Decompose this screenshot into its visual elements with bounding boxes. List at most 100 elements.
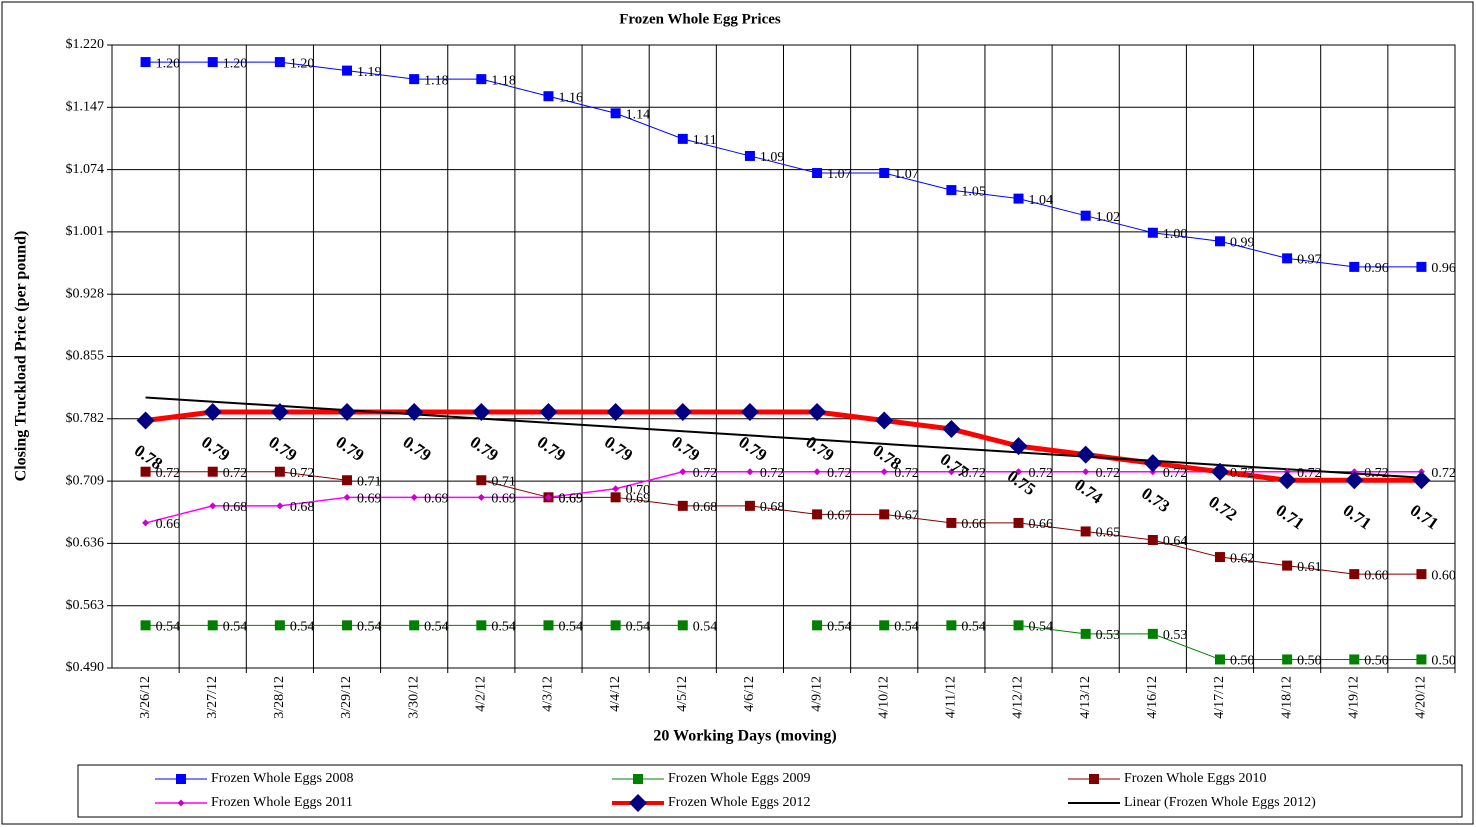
marker — [274, 57, 285, 68]
data-label: 0.72 — [693, 466, 718, 481]
marker — [207, 466, 218, 477]
data-label: 0.69 — [357, 492, 382, 507]
marker — [744, 150, 755, 161]
marker — [270, 402, 289, 421]
data-label: 0.54 — [223, 620, 248, 635]
marker — [1082, 468, 1090, 476]
legend-box — [77, 764, 1463, 818]
legend-label: Frozen Whole Eggs 2009 — [668, 771, 810, 786]
marker — [633, 774, 643, 784]
data-label: 0.72 — [1230, 466, 1255, 481]
marker — [746, 468, 754, 476]
marker — [476, 74, 487, 85]
y-tick-label: $1.074 — [66, 162, 105, 177]
x-tick-label: 3/30/12 — [406, 676, 421, 719]
marker — [1214, 236, 1225, 247]
marker — [476, 620, 487, 631]
marker — [610, 620, 621, 631]
marker — [1143, 454, 1162, 473]
marker — [1076, 445, 1095, 464]
data-label: 0.66 — [156, 517, 181, 532]
data-label: 0.72 — [961, 466, 986, 481]
marker — [612, 485, 620, 493]
marker — [1416, 654, 1427, 665]
x-tick-label: 4/13/12 — [1078, 676, 1093, 719]
marker — [209, 502, 217, 510]
marker — [1147, 534, 1158, 545]
data-label: 0.54 — [894, 620, 919, 635]
y-tick-label: $1.147 — [66, 100, 105, 115]
y-axis-title: Closing Truckload Price (per pound) — [13, 231, 30, 482]
marker — [677, 500, 688, 511]
data-label: 0.69 — [424, 492, 449, 507]
data-label: 0.60 — [1364, 568, 1389, 583]
marker — [1013, 193, 1024, 204]
marker — [1214, 654, 1225, 665]
data-label: 0.61 — [1297, 560, 1322, 575]
marker — [610, 108, 621, 119]
data-label: 0.70 — [626, 483, 651, 498]
trendline — [145, 396, 1422, 479]
data-label: 1.04 — [1029, 193, 1054, 208]
marker — [1080, 526, 1091, 537]
marker — [1210, 462, 1229, 481]
data-label: 0.72 — [1297, 466, 1322, 481]
y-tick-label: $0.855 — [66, 349, 105, 364]
data-label: 0.54 — [626, 620, 651, 635]
data-label: 0.68 — [760, 500, 785, 515]
data-label: 0.69 — [491, 492, 516, 507]
legend-label: Linear (Frozen Whole Eggs 2012) — [1124, 795, 1316, 810]
data-label: 0.72 — [1431, 466, 1456, 481]
data-label: 0.54 — [827, 620, 852, 635]
marker — [879, 168, 890, 179]
marker — [1089, 774, 1099, 784]
data-label: 0.72 — [156, 466, 181, 481]
data-label: 0.97 — [1297, 253, 1322, 268]
data-label: 0.64 — [1163, 534, 1188, 549]
marker — [276, 502, 284, 510]
y-tick-label: $1.001 — [66, 224, 105, 239]
marker — [1013, 620, 1024, 631]
marker — [342, 65, 353, 76]
x-tick-label: 4/5/12 — [675, 676, 690, 712]
x-tick-label: 3/29/12 — [339, 676, 354, 719]
data-label: 1.07 — [894, 167, 919, 182]
data-label: 0.96 — [1364, 261, 1389, 276]
data-label: 0.54 — [558, 620, 583, 635]
data-label: 0.72 — [1029, 466, 1054, 481]
marker — [1349, 654, 1360, 665]
marker — [207, 57, 218, 68]
data-label: 0.72 — [1096, 466, 1121, 481]
data-label: 0.53 — [1096, 628, 1121, 643]
marker — [410, 493, 418, 501]
data-label: 1.02 — [1096, 210, 1121, 225]
data-label: 0.72 — [827, 466, 852, 481]
x-tick-label: 4/2/12 — [474, 676, 489, 712]
data-label: 0.54 — [290, 620, 315, 635]
marker — [342, 620, 353, 631]
data-label: 0.72 — [290, 466, 315, 481]
marker — [744, 500, 755, 511]
marker — [343, 493, 351, 501]
marker — [176, 774, 186, 784]
series-line — [145, 409, 1422, 483]
marker — [1013, 517, 1024, 528]
marker — [879, 620, 890, 631]
data-label: 0.60 — [1431, 568, 1456, 583]
marker — [142, 519, 150, 527]
data-label: 0.53 — [1163, 628, 1188, 643]
marker — [544, 493, 552, 501]
y-tick-label: $0.782 — [66, 411, 105, 426]
x-tick-label: 3/27/12 — [205, 676, 220, 719]
marker — [1147, 227, 1158, 238]
marker — [203, 402, 222, 421]
data-label: 0.66 — [961, 517, 986, 532]
data-label: 1.00 — [1163, 227, 1188, 242]
data-label: 0.54 — [424, 620, 449, 635]
x-tick-label: 4/9/12 — [809, 676, 824, 712]
marker — [1345, 471, 1364, 490]
data-label: 1.20 — [290, 56, 315, 71]
x-tick-label: 3/28/12 — [272, 676, 287, 719]
marker — [207, 620, 218, 631]
